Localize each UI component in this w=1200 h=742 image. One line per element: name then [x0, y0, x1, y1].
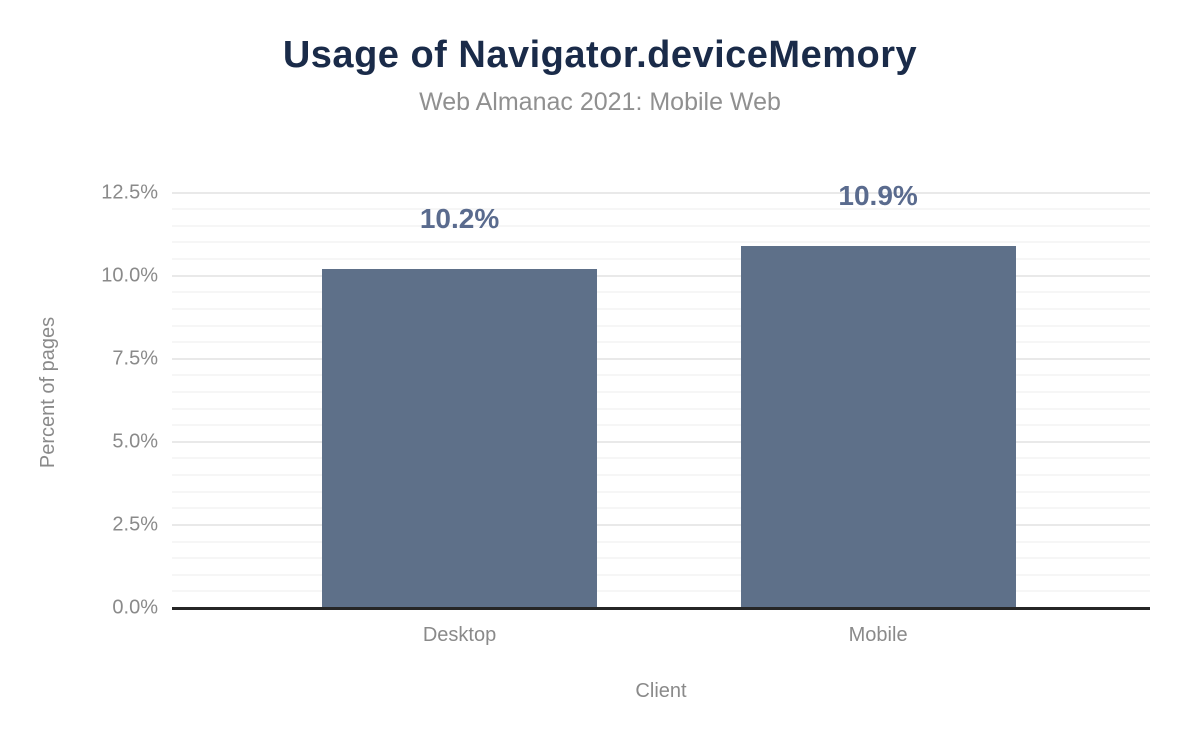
- gridline-major: [172, 274, 1150, 277]
- y-tick-label: 5.0%: [112, 430, 158, 453]
- y-axis-title: Percent of pages: [37, 316, 60, 468]
- gridline-minor: [172, 324, 1150, 327]
- bar-desktop[interactable]: [322, 269, 597, 608]
- gridline-minor: [172, 407, 1150, 410]
- gridline-major: [172, 191, 1150, 194]
- gridline-minor: [172, 341, 1150, 344]
- chart-title: Usage of Navigator.deviceMemory: [282, 34, 918, 76]
- gridline-minor: [172, 241, 1150, 244]
- gridline-minor: [172, 490, 1150, 493]
- gridline-minor: [172, 590, 1150, 593]
- gridline-minor: [172, 208, 1150, 211]
- gridline-minor: [172, 391, 1150, 393]
- gridline-minor: [172, 573, 1150, 576]
- gridline-minor: [172, 307, 1150, 310]
- x-category-label-mobile: Mobile: [848, 624, 908, 646]
- x-category-label-desktop: Desktop: [422, 624, 497, 646]
- y-axis-title-wrap: Percent of pages: [36, 176, 62, 608]
- value-label-desktop: 10.2%: [419, 203, 500, 235]
- y-tick-label: 2.5%: [112, 513, 158, 536]
- x-axis-line: [172, 607, 1150, 610]
- gridline-minor: [172, 457, 1150, 460]
- value-label-mobile: 10.9%: [838, 179, 918, 211]
- gridline-minor: [172, 474, 1150, 477]
- y-tick-label: 10.0%: [101, 264, 158, 287]
- gridline-minor: [172, 424, 1150, 427]
- gridline-minor: [172, 258, 1150, 261]
- gridline-minor: [172, 507, 1150, 510]
- chart-subtitle: Web Almanac 2021: Mobile Web: [419, 88, 781, 116]
- y-tick-label: 12.5%: [101, 181, 158, 204]
- gridline-minor: [172, 540, 1150, 543]
- gridline-major: [172, 523, 1150, 526]
- gridline-minor: [172, 557, 1150, 560]
- plot-area: 0.0% 2.5% 5.0% 7.5% 10.0% 12.5% 10.2% 10.9% De…: [38, 176, 1150, 702]
- bar-mobile[interactable]: [740, 245, 1016, 608]
- gridline-minor: [172, 224, 1150, 227]
- gridline-major: [172, 357, 1150, 360]
- gridline-major: [172, 440, 1150, 443]
- gridline-minor: [172, 374, 1150, 377]
- x-axis-title: Client: [635, 680, 687, 702]
- y-tick-label: 7.5%: [112, 347, 158, 370]
- gridline-minor: [172, 291, 1150, 294]
- y-tick-label: 0.0%: [112, 596, 158, 619]
